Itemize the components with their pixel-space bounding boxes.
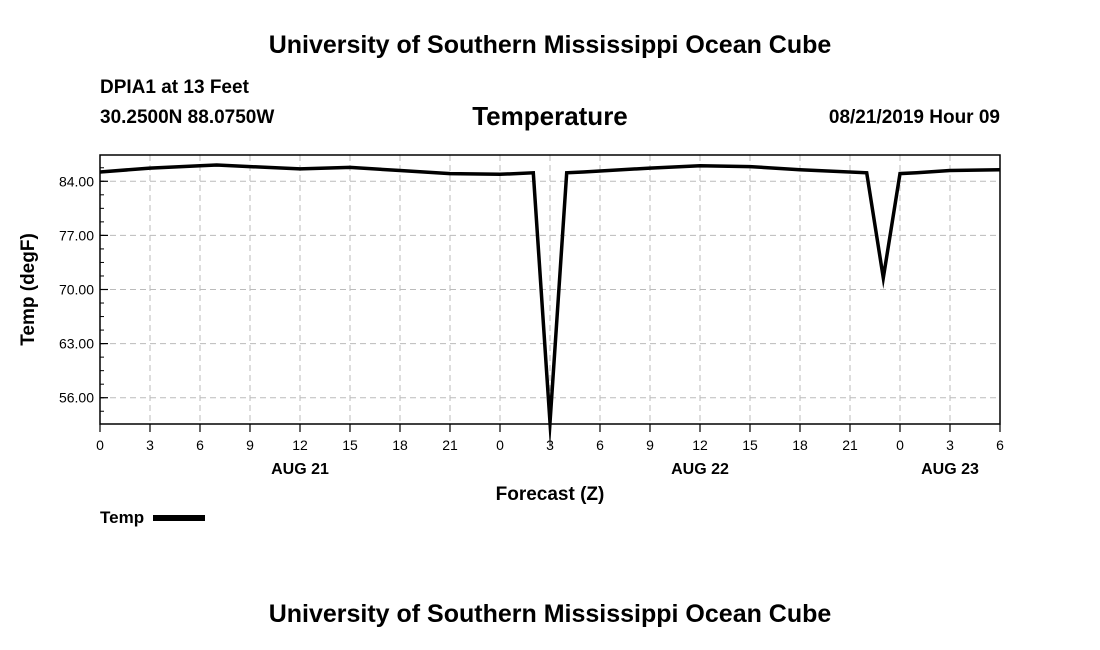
y-tick-label: 63.00	[59, 336, 94, 352]
x-date-label: AUG 22	[671, 461, 729, 478]
x-tick-label: 6	[596, 437, 604, 453]
y-tick-label: 84.00	[59, 173, 94, 189]
x-tick-label: 0	[496, 437, 504, 453]
chart-legend: Temp	[100, 508, 206, 528]
x-date-label: AUG 21	[271, 461, 329, 478]
x-tick-label: 12	[292, 437, 308, 453]
y-tick-label: 56.00	[59, 390, 94, 406]
x-tick-label: 3	[146, 437, 154, 453]
y-axis-label: Temp (degF)	[18, 233, 39, 346]
x-tick-label: 3	[946, 437, 954, 453]
station-label: DPIA1 at 13 Feet	[100, 77, 249, 98]
x-tick-label: 21	[442, 437, 458, 453]
footer-title: University of Southern Mississippi Ocean…	[268, 600, 832, 628]
legend-label-temp: Temp	[100, 508, 145, 527]
y-tick-label: 70.00	[59, 282, 94, 298]
x-tick-label: 0	[96, 437, 104, 453]
x-tick-label: 0	[896, 437, 904, 453]
x-tick-label: 15	[342, 437, 358, 453]
x-tick-label: 9	[646, 437, 654, 453]
x-tick-label: 18	[392, 437, 408, 453]
coordinates-label: 30.2500N 88.0750W	[100, 107, 275, 128]
x-tick-label: 21	[842, 437, 858, 453]
series-line-temp	[99, 163, 1001, 449]
page-title: University of Southern Mississippi Ocean…	[268, 31, 832, 59]
x-tick-label: 15	[742, 437, 758, 453]
x-tick-label: 12	[692, 437, 708, 453]
x-tick-label: 6	[196, 437, 204, 453]
y-tick-label: 77.00	[59, 227, 94, 243]
legend-swatch-temp	[153, 515, 206, 521]
x-tick-label: 18	[792, 437, 808, 453]
x-tick-label: 6	[996, 437, 1004, 453]
chart-title: Temperature	[472, 101, 628, 131]
x-tick-label: 9	[246, 437, 254, 453]
x-date-label: AUG 23	[921, 461, 979, 478]
x-axis-label: Forecast (Z)	[496, 484, 605, 505]
timestamp-label: 08/21/2019 Hour 09	[828, 107, 1000, 128]
